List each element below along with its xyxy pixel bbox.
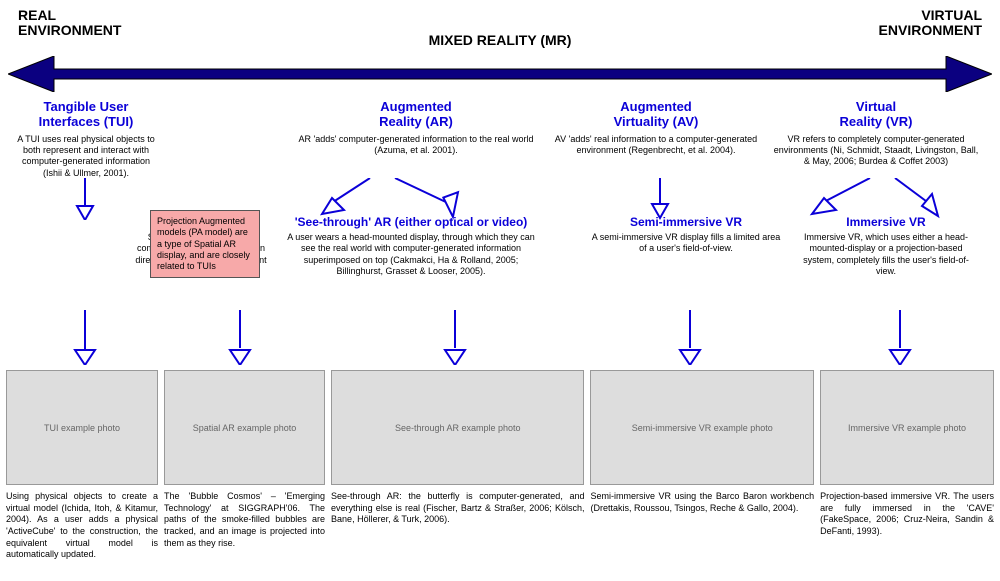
example-seethrough: See-through AR example photo See-through… bbox=[331, 370, 584, 561]
example-immersive-caption: Projection-based immersive VR. The users… bbox=[820, 491, 994, 538]
example-immersive-img: Immersive VR example photo bbox=[820, 370, 994, 485]
cat-ar-desc: AR 'adds' computer-generated information… bbox=[292, 134, 540, 157]
down-arrows-to-images bbox=[0, 310, 1000, 365]
sub-semi-desc: A semi-immersive VR display fills a limi… bbox=[587, 232, 785, 255]
example-semi-img: Semi-immersive VR example photo bbox=[590, 370, 814, 485]
sub-semi-title: Semi-immersive VR bbox=[587, 215, 785, 229]
example-spatial: Spatial AR example photo The 'Bubble Cos… bbox=[164, 370, 325, 561]
example-spatial-img: Spatial AR example photo bbox=[164, 370, 325, 485]
cat-ar-title: Augmented Reality (AR) bbox=[292, 100, 540, 130]
pa-model-note: Projection Augmented models (PA model) a… bbox=[150, 210, 260, 278]
cat-vr-title: Virtual Reality (VR) bbox=[772, 100, 980, 130]
example-tui-img: TUI example photo bbox=[6, 370, 158, 485]
sub-seethrough-desc: A user wears a head-mounted display, thr… bbox=[287, 232, 535, 277]
cat-vr: Virtual Reality (VR) VR refers to comple… bbox=[766, 100, 986, 179]
example-seethrough-img: See-through AR example photo bbox=[331, 370, 584, 485]
cat-tui-desc: A TUI uses real physical objects to both… bbox=[12, 134, 160, 179]
sub-seethrough-title: 'See-through' AR (either optical or vide… bbox=[287, 215, 535, 229]
example-semi-caption: Semi-immersive VR using the Barco Baron … bbox=[590, 491, 814, 514]
cat-tui-title: Tangible User Interfaces (TUI) bbox=[12, 100, 160, 130]
category-row: Tangible User Interfaces (TUI) A TUI use… bbox=[0, 100, 1000, 179]
cat-vr-desc: VR refers to completely computer-generat… bbox=[772, 134, 980, 168]
sub-immersive: Immersive VR Immersive VR, which uses ei… bbox=[791, 215, 981, 277]
spectrum-arrow bbox=[8, 56, 992, 92]
example-tui: TUI example photo Using physical objects… bbox=[6, 370, 158, 561]
example-seethrough-caption: See-through AR: the butterfly is compute… bbox=[331, 491, 584, 526]
sub-semi: Semi-immersive VR A semi-immersive VR di… bbox=[581, 215, 791, 277]
cat-av: Augmented Virtuality (AV) AV 'adds' real… bbox=[546, 100, 766, 179]
cat-av-desc: AV 'adds' real information to a computer… bbox=[552, 134, 760, 157]
spectrum-title: MIXED REALITY (MR) bbox=[0, 32, 1000, 48]
image-row: TUI example photo Using physical objects… bbox=[0, 370, 1000, 561]
example-semi: Semi-immersive VR example photo Semi-imm… bbox=[590, 370, 814, 561]
example-immersive: Immersive VR example photo Projection-ba… bbox=[820, 370, 994, 561]
cat-ar: Augmented Reality (AR) AR 'adds' compute… bbox=[286, 100, 546, 179]
example-tui-caption: Using physical objects to create a virtu… bbox=[6, 491, 158, 561]
sub-seethrough: 'See-through' AR (either optical or vide… bbox=[281, 215, 541, 277]
example-spatial-caption: The 'Bubble Cosmos' – 'Emerging Technolo… bbox=[164, 491, 325, 549]
sub-immersive-title: Immersive VR bbox=[797, 215, 975, 229]
cat-tui: Tangible User Interfaces (TUI) A TUI use… bbox=[6, 100, 166, 179]
sub-immersive-desc: Immersive VR, which uses either a head-m… bbox=[797, 232, 975, 277]
cat-av-title: Augmented Virtuality (AV) bbox=[552, 100, 760, 130]
